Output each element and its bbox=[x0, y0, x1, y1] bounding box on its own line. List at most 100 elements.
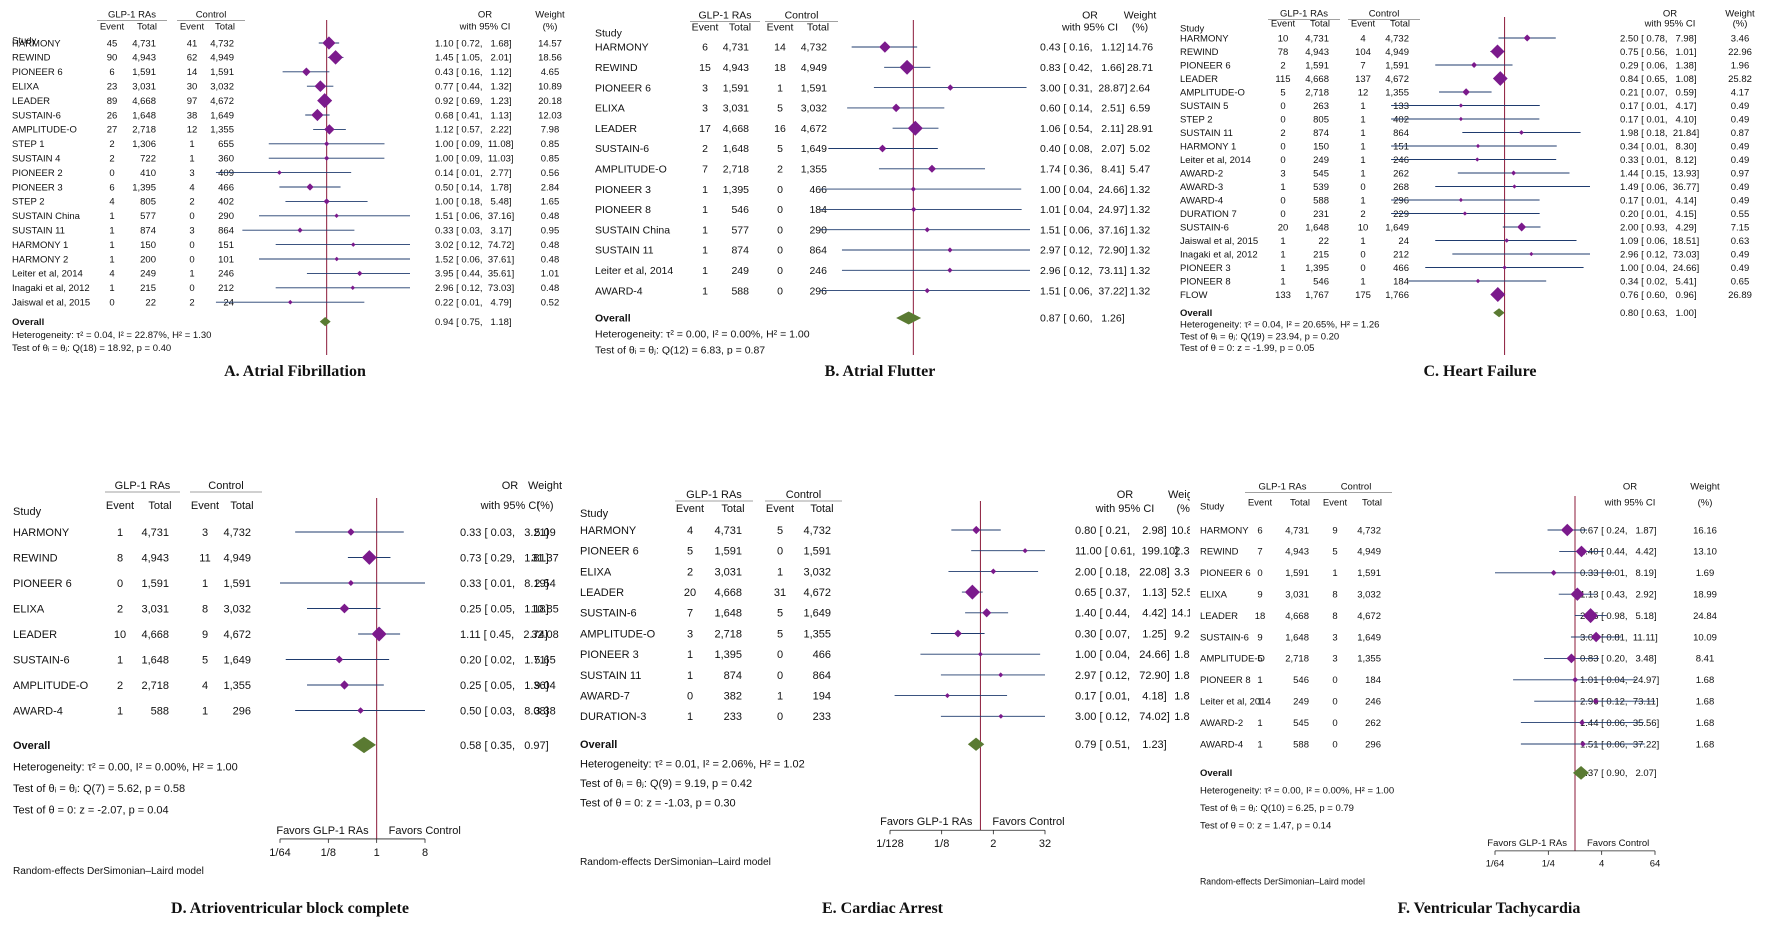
total-control: 1,649 bbox=[801, 143, 827, 155]
or-ci-text: 2.25 [ 0.98, 5.18] bbox=[1580, 611, 1657, 622]
weight-value: 0.65 bbox=[1731, 276, 1750, 287]
total-glp1: 382 bbox=[724, 690, 742, 702]
or-ci-text: 0.76 [ 0.60, 0.96] bbox=[1620, 290, 1697, 301]
point-estimate-marker bbox=[297, 227, 303, 233]
study-row: PIONEER 6 0 1,591 1 1,591 0.33 [ 0.01, 8.19]2… bbox=[13, 578, 556, 590]
header-total-glp1: Total bbox=[137, 22, 157, 33]
point-estimate-marker bbox=[1504, 238, 1509, 243]
event-control: 0 bbox=[777, 546, 783, 558]
study-row: ELIXA 2 3,031 1 3,032 2.00 [ 0.18, 22.08] 3.34 bbox=[580, 566, 1196, 578]
point-estimate-marker bbox=[907, 120, 923, 136]
event-glp1: 6 bbox=[702, 42, 708, 54]
or-ci-text: 0.30 [ 0.07, 1.25] bbox=[1075, 628, 1167, 640]
study-name: ELIXA bbox=[13, 603, 45, 615]
total-glp1: 4,731 bbox=[141, 527, 169, 539]
study-row: Inagaki et al, 2012 1 215 0 212 2.96 [ 0.12, … bbox=[12, 283, 559, 294]
event-glp1: 6 bbox=[109, 182, 114, 193]
total-glp1: 4,731 bbox=[723, 42, 749, 54]
header-ci: with 95% CI bbox=[1061, 22, 1118, 34]
event-glp1: 1 bbox=[109, 240, 114, 251]
header-weight: Weight bbox=[1690, 482, 1720, 493]
event-glp1: 1 bbox=[702, 224, 708, 236]
or-ci-text: 1.52 [ 0.06, 37.61] bbox=[435, 254, 514, 265]
event-glp1: 0 bbox=[1280, 155, 1285, 166]
study-name: FLOW bbox=[1180, 290, 1207, 301]
weight-value: 0.49 bbox=[1731, 141, 1750, 152]
study-row: PIONEER 6 0 1,591 1 1,591 0.33 [ 0.01, 8.19] 1… bbox=[1200, 568, 1714, 579]
event-control: 8 bbox=[1332, 590, 1337, 601]
point-estimate-marker bbox=[1462, 88, 1470, 96]
or-ci-text: 1.10 [ 0.72, 1.68] bbox=[435, 38, 512, 49]
weight-value: 32.08 bbox=[531, 629, 559, 641]
favors-control-label: Favors Control bbox=[389, 825, 461, 837]
study-name: SUSTAIN-6 bbox=[1180, 222, 1229, 233]
point-estimate-marker bbox=[1523, 34, 1531, 42]
event-glp1: 0 bbox=[1280, 209, 1285, 220]
point-estimate-marker bbox=[1475, 278, 1481, 284]
study-name: PIONEER 3 bbox=[580, 649, 639, 661]
header-or: OR bbox=[502, 480, 519, 492]
study-name: LEADER bbox=[1200, 611, 1238, 622]
study-row: STEP 2 4 805 2 402 1.00 [ 0.18, 5.48] 1.65 bbox=[12, 197, 559, 208]
overall-or-text: 0.58 [ 0.35, 0.97] bbox=[460, 740, 549, 752]
total-control: 4,949 bbox=[1385, 47, 1409, 58]
study-name: AWARD-4 bbox=[595, 285, 643, 297]
x-tick-label: 1/64 bbox=[269, 847, 290, 859]
study-row: REWIND 7 4,943 5 4,949 1.40 [ 0.44, 4.42] 13.1… bbox=[1200, 545, 1717, 558]
event-control: 1 bbox=[777, 690, 783, 702]
total-control: 1,591 bbox=[210, 67, 234, 78]
event-control: 1 bbox=[1360, 101, 1365, 112]
study-row: AWARD-7 0 382 1 194 0.17 [ 0.01, 4.18] 1.88 bbox=[580, 690, 1196, 702]
total-glp1: 539 bbox=[1313, 182, 1329, 193]
event-glp1: 45 bbox=[107, 38, 118, 49]
event-control: 2 bbox=[777, 163, 783, 175]
total-glp1: 1,395 bbox=[1305, 263, 1329, 274]
study-name: DURATION-3 bbox=[580, 711, 646, 723]
or-ci-text: 2.96 [ 0.12, 73.11] bbox=[1040, 265, 1127, 277]
weight-value: 0.49 bbox=[1731, 114, 1750, 125]
weight-value: 52.59 bbox=[1171, 587, 1190, 599]
total-control: 1,591 bbox=[1385, 60, 1409, 71]
panel-caption: E. Cardiac Arrest bbox=[821, 900, 943, 917]
event-glp1: 0 bbox=[1280, 114, 1285, 125]
header-ci: with 95% CI bbox=[459, 22, 511, 33]
event-glp1: 0 bbox=[1257, 568, 1262, 579]
weight-value: 12.03 bbox=[538, 110, 562, 121]
point-estimate-marker bbox=[1512, 184, 1517, 189]
study-name: STEP 1 bbox=[12, 139, 45, 150]
total-control: 246 bbox=[218, 269, 234, 280]
study-row: HARMONY 4 4,731 5 4,732 0.80 [ 0.21, 2.98] 10.… bbox=[580, 525, 1199, 537]
total-glp1: 150 bbox=[1313, 141, 1329, 152]
study-name: AWARD-2 bbox=[1180, 168, 1223, 179]
study-row: PIONEER 6 6 1,591 14 1,591 0.43 [ 0.16, 1.12]… bbox=[12, 67, 559, 78]
overall-label: Overall bbox=[580, 739, 617, 751]
test-z-text: Test of θ = 0: z = -1.03, p = 0.30 bbox=[580, 798, 736, 810]
weight-value: 1.01 bbox=[541, 269, 560, 280]
total-glp1: 1,591 bbox=[723, 82, 749, 94]
study-row: HARMONY 6 4,731 14 4,732 0.43 [ 0.16, 1.12] 14… bbox=[595, 41, 1153, 54]
or-ci-text: 0.43 [ 0.16, 1.12] bbox=[435, 67, 512, 78]
heterogeneity-text: Heterogeneity: τ² = 0.04, I² = 20.65%, H… bbox=[1180, 320, 1379, 331]
x-tick-label: 1 bbox=[374, 847, 380, 859]
point-estimate-marker bbox=[371, 626, 387, 642]
total-control: 262 bbox=[1365, 718, 1381, 729]
header-weight-unit: (%) bbox=[536, 500, 553, 512]
event-control: 9 bbox=[1332, 525, 1337, 536]
event-control: 8 bbox=[1332, 611, 1337, 622]
event-control: 12 bbox=[1358, 87, 1369, 98]
forest-plot-panel-f: GLP-1 RAs Control OR Weight Study Event Total E… bbox=[1190, 462, 1788, 907]
weight-value: 1.96 bbox=[1731, 60, 1750, 71]
total-glp1: 1,591 bbox=[132, 67, 156, 78]
or-ci-text: 0.33 [ 0.01, 8.12] bbox=[1620, 155, 1697, 166]
point-estimate-marker bbox=[324, 124, 335, 135]
point-estimate-marker bbox=[998, 713, 1004, 719]
event-control: 11 bbox=[199, 552, 210, 564]
event-control: 18 bbox=[774, 62, 786, 74]
event-glp1: 3 bbox=[702, 103, 708, 115]
point-estimate-marker bbox=[339, 680, 350, 690]
weight-value: 1.32 bbox=[1130, 265, 1151, 277]
total-glp1: 249 bbox=[1313, 155, 1329, 166]
total-control: 1,766 bbox=[1385, 290, 1409, 301]
study-name: SUSTAIN 11 bbox=[12, 226, 65, 237]
total-glp1: 577 bbox=[140, 211, 156, 222]
